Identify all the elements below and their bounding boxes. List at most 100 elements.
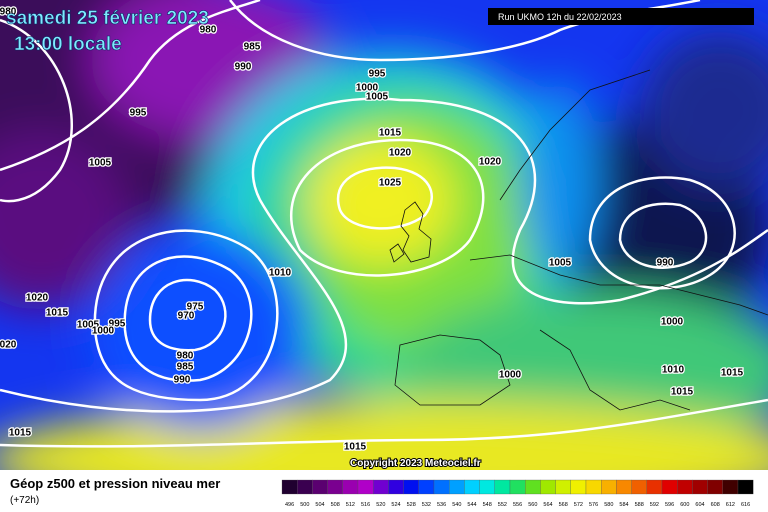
color-swatch [297,479,313,495]
isobar-label: 990 [657,258,674,269]
isobar-label: 1000 [499,370,522,381]
scale-label: 580 [604,502,613,508]
scale-label: 524 [391,502,400,508]
isobar-label: 1005 [549,258,572,269]
isobar-label: 1015 [721,368,744,379]
scale-label: 588 [635,502,644,508]
isobar-label: 020 [0,340,17,351]
color-swatch [722,479,739,495]
color-swatch [433,479,450,495]
copyright: Copyright 2023 Meteociel.fr [350,458,481,469]
color-swatch [494,479,511,495]
isobar-labels: 9809809859909951000100599510051015102010… [0,5,745,454]
scale-label: 552 [498,502,507,508]
isobar-label: 975 [187,302,204,313]
scale-label: 520 [376,502,385,508]
scale-label: 616 [741,502,750,508]
map-time: 13:00 locale [14,34,122,55]
scale-label: 604 [695,502,704,508]
scale-label: 568 [559,502,568,508]
color-swatch [707,479,723,495]
scale-label: 572 [574,502,583,508]
scale-label: 608 [711,502,720,508]
map-date: samedi 25 février 2023 [6,8,209,29]
color-swatch [646,479,663,495]
color-swatch [540,479,556,495]
isobar-label: 1000 [356,83,379,94]
color-swatch [631,479,647,495]
color-swatch [449,479,465,495]
isobar-label: 980 [0,7,17,18]
color-swatch [509,479,526,495]
isobar-label: 985 [177,362,194,373]
color-swatch [570,479,587,495]
scale-label: 612 [726,502,735,508]
isobar-label: 1020 [26,293,49,304]
scale-label: 496 [285,502,294,508]
isobar-label: 1000 [92,326,115,337]
color-swatch [661,479,678,495]
isobar-label: 980 [177,351,194,362]
color-swatch [479,479,495,495]
color-swatch [616,479,632,495]
isobar-label: 995 [369,69,386,80]
scale-label: 576 [589,502,598,508]
isobar-label: 1025 [379,178,402,189]
scale-label: 556 [513,502,522,508]
color-swatch [418,479,435,495]
isobar-label: 980 [200,25,217,36]
scale-label: 564 [543,502,552,508]
color-swatch [312,479,328,495]
isobar-label: 1010 [269,268,292,279]
color-swatch [737,479,754,495]
isobar-label: 990 [174,375,191,386]
scale-label: 500 [300,502,309,508]
scale-label: 592 [650,502,659,508]
color-swatch [357,479,374,495]
color-swatch [388,479,404,495]
scale-label: 536 [437,502,446,508]
color-swatch [464,479,480,495]
color-swatch [585,479,602,495]
scale-label: 548 [483,502,492,508]
isobar-label: 1020 [479,157,502,168]
isobar-label: 1015 [9,428,32,439]
scale-label: 512 [346,502,355,508]
scale-label: 540 [452,502,461,508]
isobar-label: 1000 [661,317,684,328]
isobar-label: 995 [109,319,126,330]
isobar-label: 990 [235,62,252,73]
isobar-label: 985 [244,42,261,53]
scale-label: 504 [315,502,324,508]
isobar-label: 1010 [662,365,685,376]
color-swatch [601,479,617,495]
run-info: Run UKMO 12h du 22/02/2023 [498,12,622,22]
color-swatch [692,479,708,495]
color-swatch [281,479,298,495]
color-swatch [555,479,571,495]
legend-title: Géop z500 et pression niveau mer [10,476,220,491]
color-scale: 496 500 504 508 512 516 520 524 528 532 536 540 544 5… [281,479,754,508]
isobar-label: 1005 [77,320,100,331]
isobar-label: 1015 [379,128,402,139]
scale-label: 528 [407,502,416,508]
scale-label: 544 [467,502,476,508]
scale-label: 508 [331,502,340,508]
color-swatch [373,479,389,495]
scale-label: 532 [422,502,431,508]
color-swatch [342,479,359,495]
isobar-label: 1020 [389,148,412,159]
lead-time: (+72h) [10,495,39,506]
isobar-label: 1005 [366,92,389,103]
scale-label: 516 [361,502,370,508]
isobar-label: 1005 [89,158,112,169]
color-swatch [525,479,541,495]
isobar-label: 970 [178,311,195,322]
isobar-label: 1015 [344,442,367,453]
isobar-label: 1015 [46,308,69,319]
color-swatch [677,479,693,495]
run-box [488,8,754,25]
scale-label: 596 [665,502,674,508]
